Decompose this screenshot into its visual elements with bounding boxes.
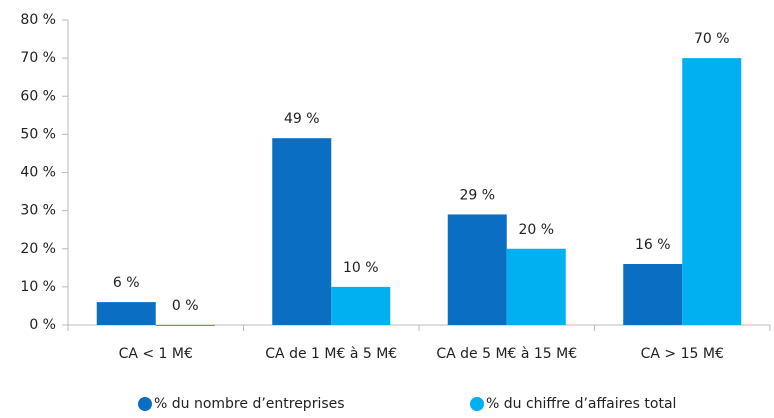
bar xyxy=(96,302,156,325)
legend-label: % du nombre d’entreprises xyxy=(154,396,345,412)
bar xyxy=(155,325,215,326)
y-tick-label: 60 % xyxy=(20,88,56,104)
bar xyxy=(331,286,391,325)
value-label: 49 % xyxy=(284,111,320,127)
value-label: 29 % xyxy=(459,187,495,203)
bar xyxy=(682,58,742,325)
bar xyxy=(272,138,332,325)
x-tick-label: CA > 15 M€ xyxy=(641,346,724,362)
legend-label: % du chiffre d’affaires total xyxy=(486,396,676,412)
y-tick-label: 40 % xyxy=(20,165,56,181)
y-tick-label: 50 % xyxy=(20,126,56,142)
legend-marker xyxy=(138,397,152,411)
value-label: 16 % xyxy=(635,237,671,253)
value-label: 20 % xyxy=(518,222,554,238)
value-label: 70 % xyxy=(694,31,730,47)
x-tick-label: CA de 5 M€ à 15 M€ xyxy=(436,346,577,362)
bar xyxy=(447,214,507,325)
y-tick-label: 30 % xyxy=(20,203,56,219)
x-tick-label: CA de 1 M€ à 5 M€ xyxy=(265,346,397,362)
y-tick-label: 20 % xyxy=(20,241,56,257)
bar xyxy=(506,248,566,325)
y-tick-label: 0 % xyxy=(29,317,56,333)
y-tick-label: 70 % xyxy=(20,50,56,66)
value-label: 0 % xyxy=(172,298,199,314)
legend-marker xyxy=(470,397,484,411)
x-tick-label: CA < 1 M€ xyxy=(119,346,193,362)
value-label: 6 % xyxy=(113,275,140,291)
bar xyxy=(623,264,683,325)
y-tick-label: 80 % xyxy=(20,12,56,28)
value-label: 10 % xyxy=(343,260,379,276)
y-tick-label: 10 % xyxy=(20,279,56,295)
